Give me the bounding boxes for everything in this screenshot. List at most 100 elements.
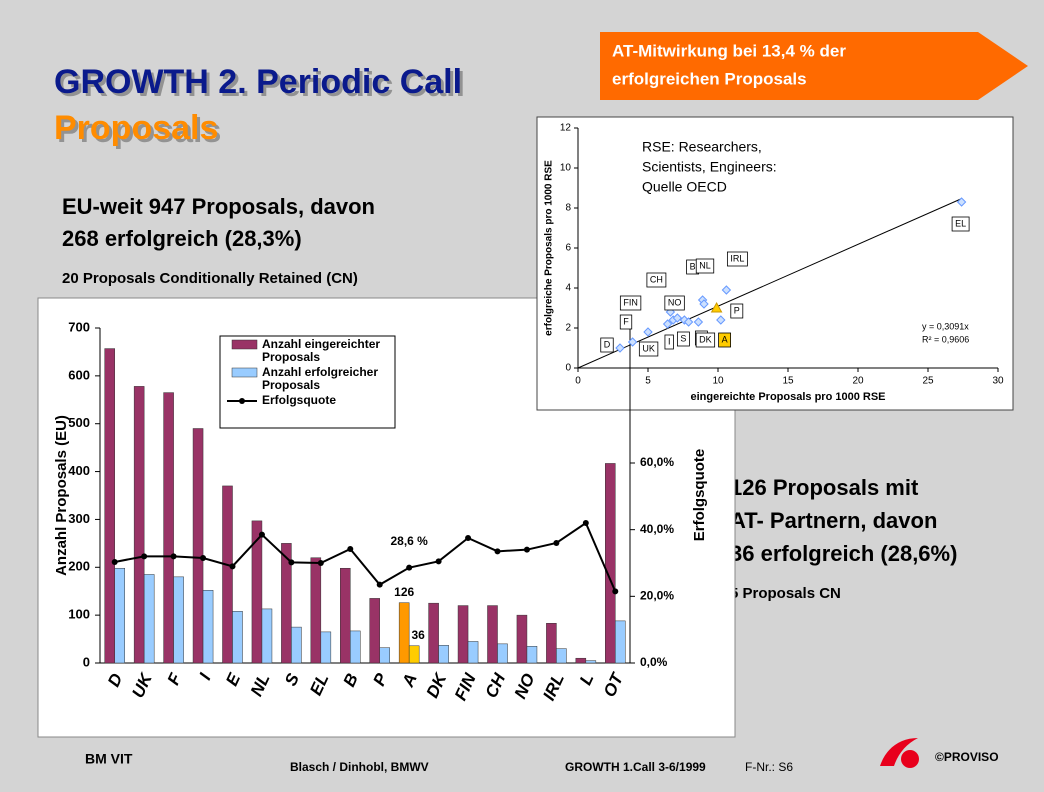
point-label-box [695, 258, 715, 274]
point-label: D [604, 339, 611, 349]
point-label-box [638, 341, 659, 357]
banner-arrow [600, 32, 1028, 100]
bar [438, 645, 449, 664]
scatter-panel [536, 116, 1014, 411]
point [710, 301, 723, 313]
y-tick-label: 4 [565, 283, 571, 294]
bar [202, 590, 214, 664]
point [683, 317, 694, 327]
point-label-box [951, 216, 970, 232]
y2-tick-label: 40,0% [640, 522, 674, 536]
y-tick-label: 6 [565, 243, 571, 254]
subtitle: Proposals [54, 109, 218, 147]
bar [310, 557, 322, 664]
x-tick-label: 20 [852, 376, 864, 387]
scatter-note: Scientists, Engineers: [642, 159, 777, 175]
bar [467, 641, 479, 664]
bar [281, 543, 292, 664]
footer-number: F-Nr.: S6 [745, 760, 793, 774]
bar [173, 576, 184, 664]
bar [143, 574, 155, 664]
point-label: F [623, 316, 629, 326]
at-summary: AT- Partnern, davon [730, 508, 937, 533]
bar [350, 630, 361, 664]
legend-swatch [231, 339, 258, 350]
rate-marker [582, 520, 589, 526]
point [699, 299, 709, 309]
legend [219, 335, 396, 429]
point-label: NL [699, 260, 711, 270]
rate-marker [170, 553, 177, 560]
bar [408, 645, 420, 664]
point-label-box [695, 332, 716, 348]
point-label: EL [955, 218, 966, 228]
rate-marker [111, 559, 118, 565]
point-label: NO [668, 297, 682, 307]
x-tick-label: 10 [712, 376, 724, 387]
y2-axis-label: Erfolgsquote [691, 449, 708, 542]
bar [575, 657, 587, 664]
title-shadow: GROWTH 2. Periodic Call [57, 66, 465, 104]
point-label: I [668, 336, 671, 346]
point [956, 197, 967, 207]
point [672, 313, 683, 323]
rate-marker [141, 553, 148, 560]
point-label-box [619, 295, 642, 311]
logo [901, 750, 919, 768]
footer-author: Blasch / Dinhobl, BMWV [290, 760, 429, 774]
at-summary: 36 erfolgreich (28,6%) [730, 541, 957, 566]
title: GROWTH 2. Periodic Call [54, 63, 462, 101]
bar [232, 611, 243, 664]
bar [556, 648, 567, 664]
banner-text: erfolgreichen Proposals [612, 69, 807, 88]
x-tick-label: 30 [992, 376, 1004, 387]
scatter-note: Quelle OECD [642, 179, 727, 195]
rate-marker [435, 558, 442, 565]
point-label: FIN [623, 297, 638, 307]
bar [251, 520, 263, 664]
bar [114, 567, 125, 664]
bar [291, 626, 302, 664]
banner-text: AT-Mitwirkung bei 13,4 % der [612, 41, 846, 60]
y-tick-label: 400 [68, 463, 90, 478]
eu-note: 20 Proposals Conditionally Retained (CN) [62, 270, 358, 287]
x-tick-label: 5 [645, 376, 651, 387]
subtitle-shadow: Proposals [57, 112, 221, 150]
y-tick-label: 2 [565, 323, 571, 334]
bar [369, 598, 380, 664]
bar [457, 605, 469, 664]
y-tick-label: 12 [560, 123, 572, 134]
point-label-box [600, 337, 614, 353]
charts: 01002003004005006007000,0%20,0%40,0%60,0… [53, 123, 1004, 704]
point-label: B [690, 261, 696, 271]
rate-marker [200, 555, 207, 561]
rate-marker [553, 540, 560, 546]
rate-marker [317, 560, 324, 566]
legend-swatch [239, 398, 245, 404]
y-tick-label: 300 [68, 511, 90, 526]
bar [605, 463, 616, 664]
bar [516, 614, 528, 664]
rate-marker [406, 564, 413, 571]
point-label: DK [699, 334, 712, 344]
point-label-box [646, 272, 667, 288]
bar [497, 643, 508, 664]
rate-marker [465, 535, 472, 541]
point-label-box [619, 314, 633, 330]
y-tick-label: 500 [68, 415, 90, 430]
rate-marker [494, 548, 501, 555]
footer-left: BM VIT [85, 751, 133, 767]
y2-tick-label: 0,0% [640, 655, 668, 669]
rate-marker [288, 559, 295, 566]
trendline-label: y = 0,3091x [922, 321, 969, 331]
bar [261, 608, 273, 664]
point-label: CH [650, 274, 663, 284]
y-tick-label: 8 [565, 203, 571, 214]
eu-summary: EU-weit 947 Proposals, davon [62, 194, 375, 219]
bar [428, 602, 439, 664]
trendline [577, 198, 962, 369]
point [643, 327, 653, 337]
point [693, 317, 704, 327]
y-tick-label: 700 [68, 319, 90, 334]
